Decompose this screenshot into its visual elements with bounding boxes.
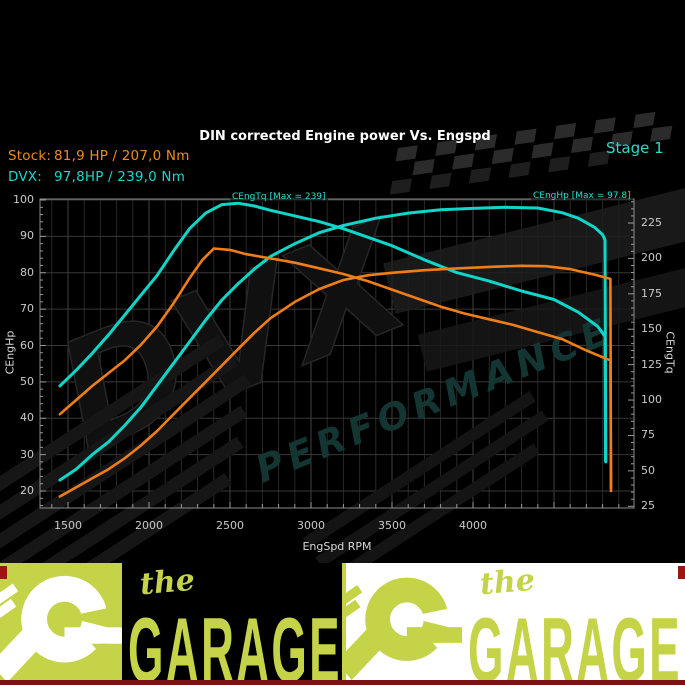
torque-max-annotation: CEngTq [Max = 239] (230, 192, 328, 202)
tq-tick-label: 50 (641, 463, 655, 477)
legend-stock-row: Stock: 81,9 HP / 207,0 Nm (8, 148, 190, 164)
x-tick-label: 3000 (297, 519, 325, 532)
hp-tick-label: 60 (20, 338, 34, 352)
hp-tick-label: 100 (13, 193, 34, 206)
tq-tick-label: 175 (641, 286, 662, 300)
plot-border (39, 198, 635, 509)
series-line-dvx-cengtq-nm- (58, 201, 607, 463)
legend-stock-label: Stock: (8, 148, 52, 164)
garage-logo-tile-white (329, 563, 462, 680)
ribbon-band (382, 181, 685, 314)
hp-tick-label: 50 (20, 374, 34, 388)
garage-logo-tile-lime (0, 563, 122, 683)
garage-wordmark-light: the GARAGE (462, 562, 685, 685)
series-line-stock-cenghp-hp- (58, 264, 613, 498)
red-edge-accent-left (0, 566, 7, 579)
garage-wrench-g-icon (0, 575, 122, 683)
power-max-annotation: CEngHp [Max = 97.8] (531, 191, 633, 201)
chart-title: DIN corrected Engine power Vs. Engspd (199, 129, 491, 144)
legend-dvx-label: DVX: (8, 169, 42, 185)
legend-dvx-row: DVX: 97,8HP / 239,0 Nm (8, 169, 185, 185)
tq-tick-label: 100 (641, 393, 662, 407)
garage-banner: the GARAGE the GARAGE (0, 563, 685, 685)
garage-wrench-g-icon (329, 577, 462, 680)
hp-tick-label: 80 (20, 265, 34, 279)
legend-stock-value: 81,9 HP / 207,0 Nm (54, 148, 190, 164)
tq-tick-label: 125 (641, 357, 662, 371)
series-line-dvx-cenghp-hp- (58, 205, 608, 482)
the-script-text: the (478, 562, 537, 603)
the-script-text: the (138, 562, 197, 603)
series-line-stock-cengtq-nm- (58, 247, 613, 490)
hp-tick-label: 70 (20, 302, 34, 316)
garage-wordmark-dark: the GARAGE (122, 562, 345, 685)
x-tick-label: 4000 (459, 519, 487, 532)
left-axis-title: CEngHp (3, 330, 17, 375)
hp-tick-label: 40 (20, 411, 34, 425)
tq-tick-label: 25 (641, 499, 655, 513)
diagonal-stripes (0, 334, 252, 563)
x-tick-label: 2000 (135, 519, 163, 532)
dyno-chart-canvas: DVX PERFORMANCE (0, 111, 685, 563)
tq-tick-label: 150 (641, 322, 662, 336)
legend-dvx-value: 97,8HP / 239,0 Nm (54, 169, 186, 185)
garage-block-text: GARAGE (128, 601, 342, 685)
x-axis-title: EngSpd RPM (302, 540, 372, 553)
hp-tick-label: 90 (20, 229, 34, 243)
tq-tick-label: 75 (641, 428, 655, 442)
ribbon-band-2 (417, 262, 685, 372)
maroon-bottom-border (0, 680, 685, 685)
lime-divider (342, 563, 346, 680)
garage-block-text: GARAGE (468, 601, 682, 685)
checkered-flag-pattern (389, 111, 673, 195)
tq-tick-label: 225 (641, 216, 662, 229)
diagonal-stripes-2 (302, 391, 549, 563)
x-tick-label: 1500 (54, 519, 82, 532)
hp-tick-label: 30 (20, 447, 34, 461)
x-tick-label: 2500 (216, 519, 244, 532)
right-axis-title: CEngTq (663, 331, 677, 374)
stage-badge: Stage 1 (606, 139, 664, 157)
hp-tick-label: 20 (20, 484, 34, 497)
tq-tick-label: 200 (641, 251, 662, 265)
x-tick-label: 3500 (378, 519, 406, 532)
red-edge-accent-right (678, 566, 685, 579)
